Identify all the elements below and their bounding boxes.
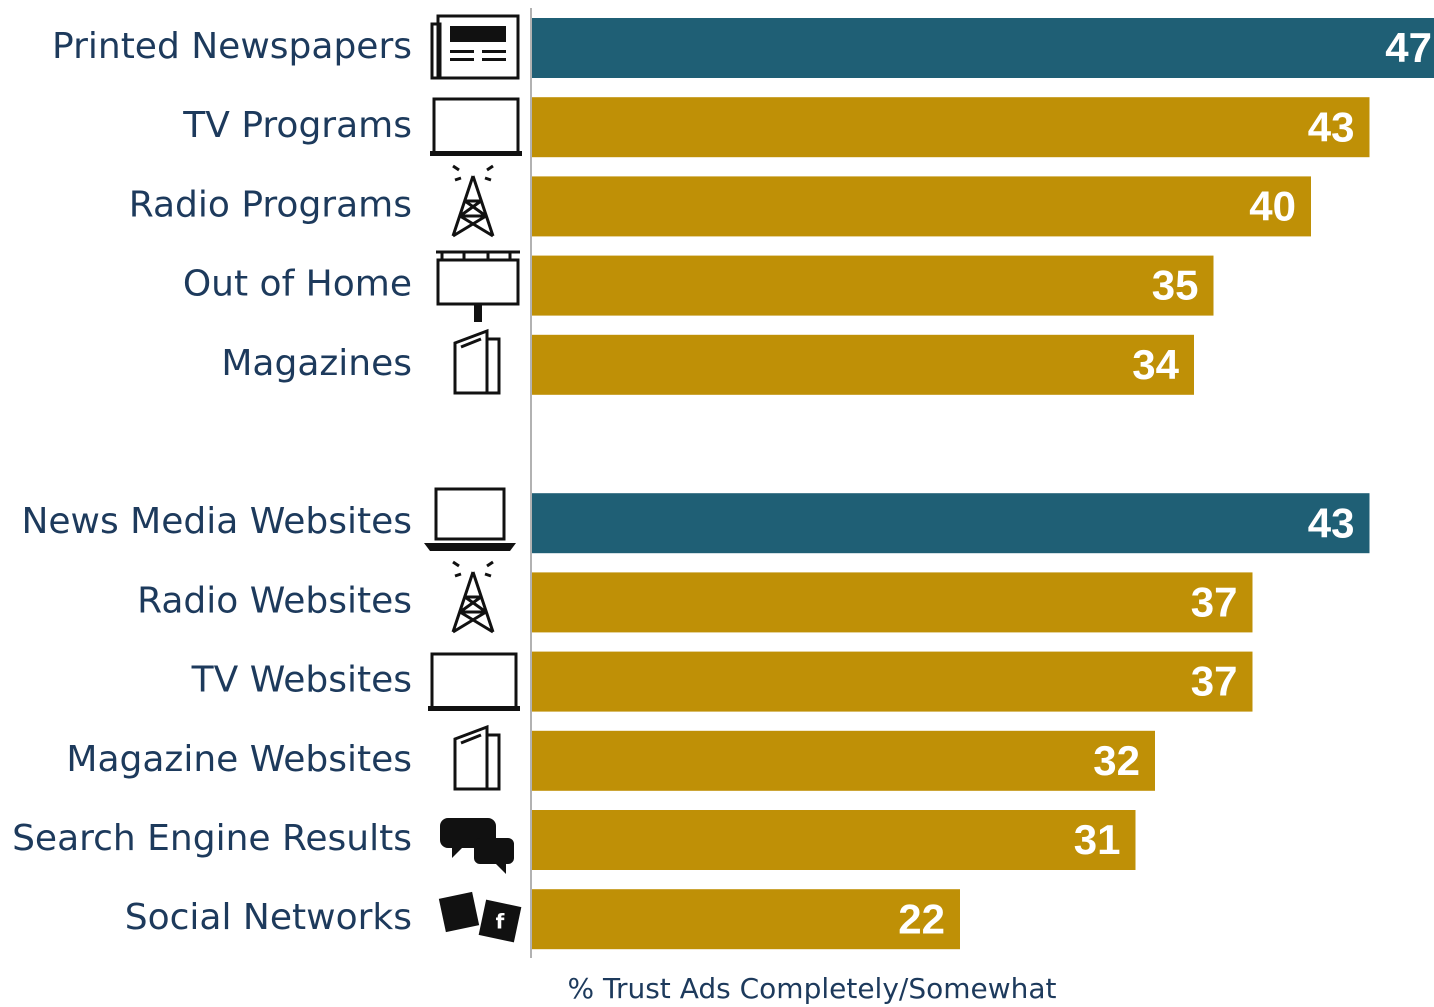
value-label: 35 [1152,262,1199,309]
value-label: 47 [1385,24,1432,71]
bar [532,730,1155,791]
bar [532,18,1434,78]
value-label: 43 [1308,499,1355,546]
category-label: News Media Websites [21,501,412,542]
bar [532,572,1253,633]
bar [532,97,1370,158]
value-label: 43 [1308,103,1355,150]
bar [532,651,1253,712]
bar [532,889,960,950]
icon-social: f [438,891,522,943]
bar [532,493,1370,554]
value-label: 37 [1191,658,1238,705]
category-label: Printed Newspapers [52,26,412,67]
icon-tv [430,97,522,156]
icon-magazine [453,328,501,395]
category-label: Magazines [221,343,412,384]
x-axis-label: % Trust Ads Completely/Somewhat [567,972,1056,1005]
value-label: 31 [1074,816,1121,863]
category-label: Search Engine Results [12,818,412,859]
svg-text:f: f [496,910,505,934]
category-label: Radio Programs [129,184,412,225]
category-label: TV Programs [182,105,412,146]
category-label: TV Websites [191,660,412,701]
bar [532,810,1136,870]
value-label: 32 [1093,737,1140,784]
value-label: 34 [1132,341,1179,388]
category-label: Radio Websites [137,580,412,621]
icon-tower [451,560,495,634]
icon-tv [428,652,520,711]
icon-chat [440,818,514,874]
icon-billboard [436,250,520,322]
icon-tower [451,164,495,238]
icon-laptop [424,487,516,551]
icon-magazine [453,724,501,791]
value-label: 40 [1249,182,1296,229]
icon-newspaper [430,14,520,80]
category-label: Out of Home [183,264,412,305]
bar [532,334,1194,395]
icons: f [424,14,522,943]
bar [532,176,1311,237]
category-label: Social Networks [125,897,412,938]
category-label: Magazine Websites [66,739,412,780]
value-label: 37 [1191,578,1238,625]
bar [532,255,1214,316]
value-label: 22 [898,895,945,942]
